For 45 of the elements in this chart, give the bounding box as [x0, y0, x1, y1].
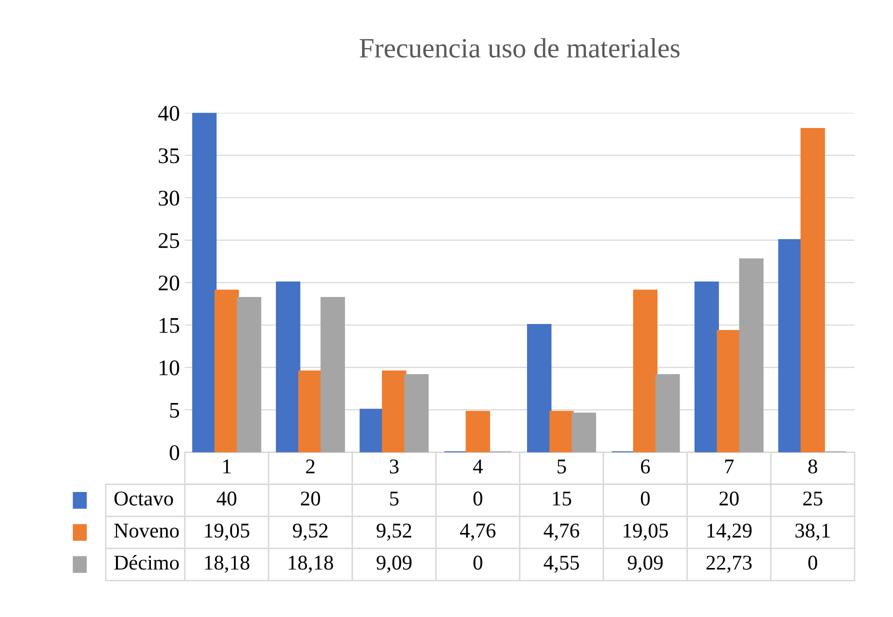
y-tick-label: 35 — [158, 148, 180, 164]
y-tick-label: 10 — [160, 360, 180, 376]
x-tick-label: 4 — [473, 460, 483, 474]
y-tick-label: 30 — [158, 190, 180, 206]
y-tick-label: 0 — [170, 445, 180, 460]
x-tick-label: 2 — [306, 460, 314, 474]
data-label: 0 — [808, 556, 818, 570]
data-label: 19,05 — [624, 524, 668, 541]
legend-label: Décimo — [114, 555, 179, 570]
chart-title: Frecuencia uso de materiales — [360, 38, 680, 58]
legend-label: Octavo — [114, 492, 173, 506]
y-tick-label: 15 — [160, 318, 180, 333]
data-label: 19,05 — [205, 524, 250, 541]
data-label: 9,09 — [628, 556, 663, 573]
data-label: 4,55 — [544, 556, 579, 573]
data-label: 18,18 — [205, 556, 250, 573]
data-label: 9,09 — [376, 556, 412, 573]
y-tick-label: 40 — [158, 106, 180, 121]
x-tick-label: 8 — [808, 459, 818, 474]
x-tick-label: 3 — [390, 460, 399, 474]
data-label: 38,1 — [796, 524, 830, 541]
data-label: 9,52 — [376, 524, 412, 541]
y-tick-label: 25 — [158, 233, 180, 248]
y-tick-label: 20 — [158, 276, 180, 291]
data-label: 25 — [803, 492, 822, 506]
data-label: 18,18 — [288, 556, 334, 573]
data-label: 4,76 — [544, 524, 580, 541]
data-label: 0 — [640, 492, 650, 506]
data-label: 22,73 — [706, 556, 752, 573]
y-tick-label: 5 — [170, 403, 180, 418]
x-tick-label: 1 — [223, 460, 231, 474]
x-tick-label: 6 — [640, 460, 650, 474]
data-label: 14,29 — [707, 524, 752, 541]
data-label: 15 — [553, 492, 572, 506]
data-label: 4,76 — [460, 524, 496, 541]
data-label: 0 — [473, 492, 482, 506]
legend-label: Noveno — [114, 524, 179, 538]
data-label: 20 — [720, 492, 739, 506]
data-label: 20 — [300, 492, 320, 506]
data-label: 9,52 — [292, 524, 328, 541]
data-label: 0 — [473, 556, 482, 570]
x-tick-label: 5 — [558, 460, 566, 474]
data-label: 40 — [216, 492, 236, 506]
data-label: 5 — [390, 492, 399, 506]
x-tick-label: 7 — [725, 460, 734, 474]
